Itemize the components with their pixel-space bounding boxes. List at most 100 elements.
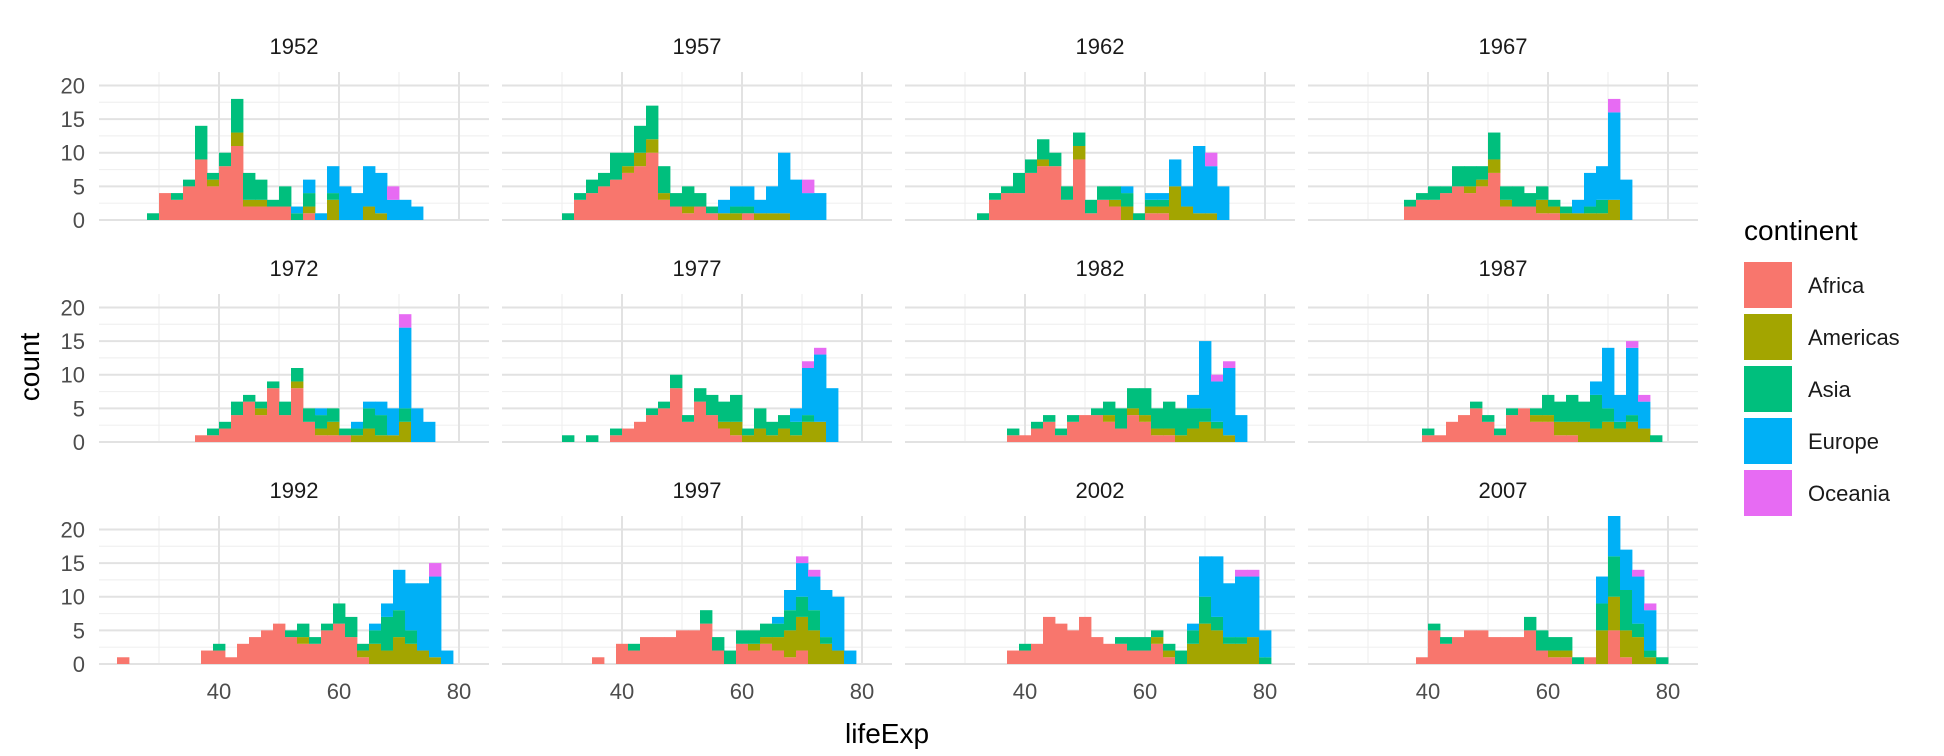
bar-asia bbox=[1199, 596, 1212, 624]
bar-americas bbox=[766, 435, 779, 442]
bar-asia bbox=[1001, 186, 1014, 194]
bar-americas bbox=[351, 435, 364, 442]
x-tick-label: 80 bbox=[447, 679, 471, 704]
bar-asia bbox=[1139, 637, 1152, 651]
bar-americas bbox=[646, 139, 659, 153]
bar-asia bbox=[1067, 415, 1080, 422]
bar-africa bbox=[1079, 415, 1092, 442]
bar-europe bbox=[1199, 341, 1212, 409]
bar-europe bbox=[1608, 112, 1621, 200]
x-tick-label: 60 bbox=[730, 679, 754, 704]
bar-asia bbox=[1524, 193, 1537, 207]
bar-asia bbox=[1157, 199, 1170, 207]
bar-europe bbox=[1626, 347, 1639, 416]
bar-africa bbox=[1548, 213, 1561, 220]
facet-1962: 1962 bbox=[905, 34, 1295, 221]
bar-asia bbox=[700, 610, 713, 624]
bar-africa bbox=[616, 643, 629, 664]
bar-americas bbox=[1602, 421, 1615, 442]
bar-africa bbox=[1584, 657, 1597, 664]
bar-europe bbox=[808, 576, 821, 611]
bar-americas bbox=[1169, 186, 1182, 220]
bar-americas bbox=[760, 637, 773, 644]
bar-asia bbox=[610, 152, 623, 180]
y-tick-label: 10 bbox=[61, 141, 85, 166]
bar-americas bbox=[243, 199, 256, 207]
bar-americas bbox=[303, 206, 316, 214]
bar-asia bbox=[357, 643, 370, 651]
bar-asia bbox=[1199, 408, 1212, 422]
bar-europe bbox=[766, 186, 779, 214]
bar-americas bbox=[730, 421, 743, 436]
bar-europe bbox=[375, 401, 388, 416]
bars bbox=[977, 132, 1230, 220]
bar-americas bbox=[742, 435, 755, 442]
bar-africa bbox=[207, 186, 220, 220]
facet-title: 1977 bbox=[673, 256, 722, 281]
bar-asia bbox=[255, 401, 268, 409]
bar-asia bbox=[279, 401, 292, 416]
bar-europe bbox=[1620, 179, 1633, 220]
bar-europe bbox=[369, 623, 382, 631]
bar-americas bbox=[1566, 421, 1579, 436]
bar-africa bbox=[1049, 166, 1062, 220]
bar-africa bbox=[1103, 421, 1116, 442]
bar-asia bbox=[1464, 166, 1477, 187]
bar-asia bbox=[309, 637, 322, 644]
x-tick-label: 60 bbox=[327, 679, 351, 704]
bar-africa bbox=[1482, 421, 1495, 442]
bar-americas bbox=[622, 166, 635, 173]
bar-europe bbox=[291, 206, 304, 214]
bar-africa bbox=[1007, 435, 1020, 442]
bar-africa bbox=[1506, 415, 1519, 442]
bar-americas bbox=[1644, 657, 1657, 664]
bars bbox=[147, 98, 424, 220]
bar-asia bbox=[586, 435, 599, 442]
bar-asia bbox=[1061, 186, 1074, 200]
bar-europe bbox=[441, 650, 454, 664]
bar-africa bbox=[1019, 650, 1032, 664]
bar-americas bbox=[778, 428, 791, 442]
bar-asia bbox=[670, 374, 683, 389]
bar-africa bbox=[237, 643, 250, 664]
bar-oceania bbox=[1644, 603, 1657, 611]
y-tick-label: 10 bbox=[61, 363, 85, 388]
bar-americas bbox=[1464, 186, 1477, 194]
bar-africa bbox=[225, 657, 238, 664]
bar-americas bbox=[231, 132, 244, 146]
legend-item-africa: Africa bbox=[1744, 262, 1865, 308]
bar-asia bbox=[1175, 650, 1188, 664]
x-tick-label: 80 bbox=[1656, 679, 1680, 704]
bar-europe bbox=[814, 193, 827, 220]
bar-africa bbox=[303, 421, 316, 442]
bar-asia bbox=[760, 623, 773, 638]
bar-asia bbox=[1440, 637, 1453, 644]
y-tick-label: 15 bbox=[61, 551, 85, 576]
bar-asia bbox=[243, 172, 256, 200]
bar-asia bbox=[1187, 408, 1200, 429]
bar-asia bbox=[1596, 603, 1609, 631]
bar-europe bbox=[1235, 576, 1248, 638]
bar-africa bbox=[273, 623, 286, 664]
bar-asia bbox=[1650, 435, 1663, 442]
bar-americas bbox=[658, 193, 671, 200]
x-tick-label: 80 bbox=[1253, 679, 1277, 704]
bar-americas bbox=[393, 637, 406, 664]
facet-title: 1997 bbox=[673, 478, 722, 503]
bar-africa bbox=[1530, 421, 1543, 442]
bar-asia bbox=[1548, 199, 1561, 207]
facet-title: 1957 bbox=[673, 34, 722, 59]
bar-africa bbox=[760, 643, 773, 664]
bar-europe bbox=[1217, 186, 1230, 220]
bar-africa bbox=[1620, 657, 1633, 664]
bar-oceania bbox=[1638, 394, 1651, 402]
bar-europe bbox=[1596, 166, 1609, 200]
bar-asia bbox=[1127, 388, 1140, 409]
bar-europe bbox=[1614, 394, 1627, 422]
bar-oceania bbox=[802, 179, 815, 194]
bar-americas bbox=[405, 643, 418, 664]
bar-europe bbox=[1590, 381, 1603, 395]
bar-asia bbox=[574, 193, 587, 200]
bar-americas bbox=[1121, 206, 1134, 220]
bar-asia bbox=[778, 415, 791, 429]
